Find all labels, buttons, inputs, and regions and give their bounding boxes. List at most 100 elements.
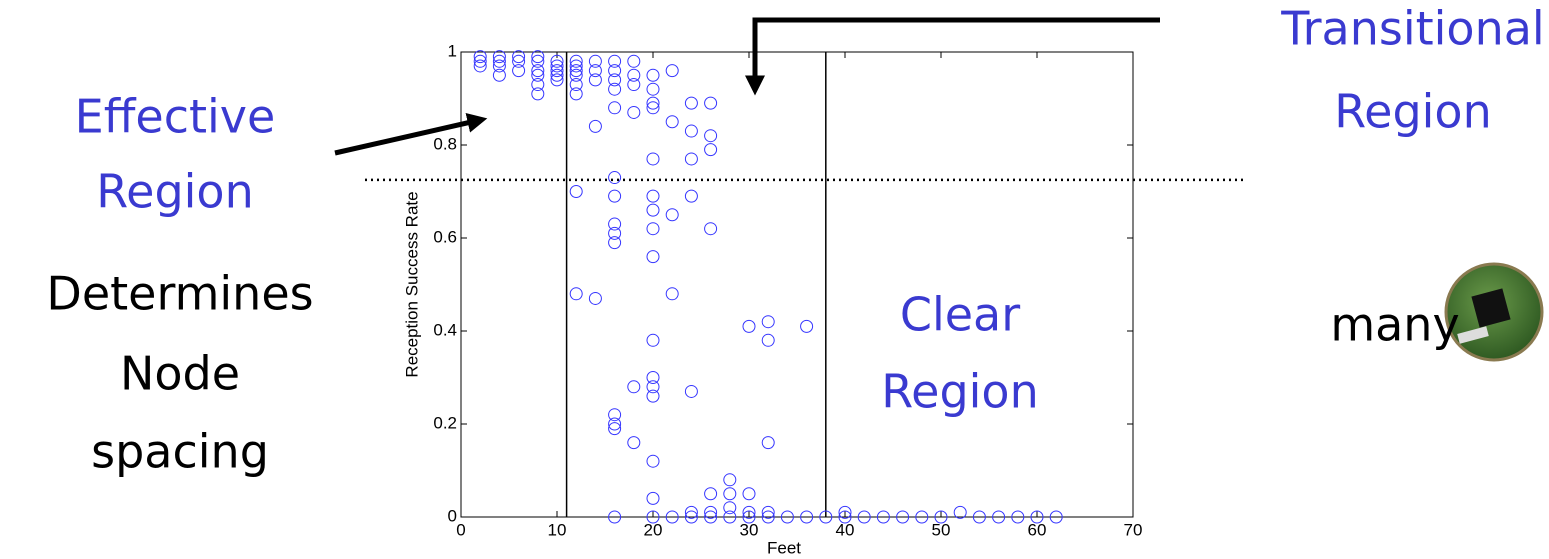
point — [1011, 510, 1025, 524]
point — [742, 319, 756, 333]
point — [569, 287, 583, 301]
annotation-determines: Node — [120, 347, 240, 401]
point — [588, 119, 602, 133]
point — [588, 54, 602, 68]
annotation-many: many — [1330, 298, 1459, 352]
point — [550, 54, 564, 68]
mote-icon — [1444, 262, 1544, 362]
point — [646, 96, 660, 110]
point — [627, 68, 641, 82]
x-tick-label: 50 — [932, 520, 951, 539]
point — [608, 82, 622, 96]
y-tick-label: 0 — [448, 506, 457, 525]
point — [492, 59, 506, 73]
point — [646, 222, 660, 236]
point — [627, 105, 641, 119]
point — [473, 59, 487, 73]
point — [742, 505, 756, 519]
y-tick-label: 0.8 — [433, 134, 457, 153]
point — [1030, 510, 1044, 524]
point — [646, 510, 660, 524]
point — [761, 505, 775, 519]
point — [684, 510, 698, 524]
annotation-clear: Clear — [900, 288, 1020, 342]
point — [588, 64, 602, 78]
point — [684, 152, 698, 166]
point — [857, 510, 871, 524]
point — [646, 371, 660, 384]
point — [627, 380, 641, 394]
point — [704, 487, 718, 501]
point — [531, 87, 545, 101]
transitional-arrow — [745, 17, 1160, 96]
point — [742, 510, 756, 524]
point — [684, 96, 698, 110]
point — [838, 505, 852, 519]
point — [531, 78, 545, 92]
point — [646, 152, 660, 166]
point — [512, 54, 526, 68]
point — [608, 73, 622, 87]
y-tick-label: 0.2 — [433, 413, 457, 432]
point — [531, 68, 545, 82]
point — [819, 510, 833, 524]
point — [723, 501, 737, 515]
x-tick-label: 30 — [740, 520, 759, 539]
x-axis-label: Feet — [767, 538, 801, 557]
point — [550, 73, 564, 87]
point — [608, 408, 622, 422]
annotation-effective: Region — [96, 165, 253, 219]
point — [704, 143, 718, 157]
point — [896, 510, 910, 524]
point — [646, 101, 660, 115]
point — [646, 380, 660, 394]
annotation-determines: spacing — [91, 425, 269, 479]
point — [684, 189, 698, 203]
point — [665, 115, 679, 129]
point — [704, 510, 718, 524]
x-tick-label: 0 — [456, 520, 465, 539]
point — [608, 101, 622, 115]
point — [704, 222, 718, 236]
point — [915, 510, 929, 524]
point — [646, 68, 660, 82]
point — [665, 64, 679, 78]
point — [704, 505, 718, 519]
annotation-transitional: Region — [1334, 85, 1491, 139]
point — [800, 319, 814, 333]
point — [608, 422, 622, 436]
point — [646, 491, 660, 505]
point — [569, 78, 583, 92]
point — [646, 203, 660, 217]
x-tick-label: 70 — [1124, 520, 1143, 539]
point — [473, 50, 487, 64]
x-tick-label: 10 — [548, 520, 567, 539]
point — [608, 417, 622, 431]
effective-arrow — [334, 113, 488, 156]
point — [492, 68, 506, 82]
point — [704, 129, 718, 143]
point — [646, 389, 660, 403]
point — [972, 510, 986, 524]
point — [665, 208, 679, 222]
point — [761, 315, 775, 329]
point — [608, 217, 622, 231]
point — [646, 250, 660, 264]
point — [531, 64, 545, 78]
point — [588, 73, 602, 87]
point — [992, 510, 1006, 524]
point — [608, 510, 622, 524]
x-tick-label: 60 — [1028, 520, 1047, 539]
point — [608, 171, 622, 185]
x-tick-label: 20 — [644, 520, 663, 539]
point — [1049, 510, 1063, 524]
annotation-clear: Region — [881, 365, 1038, 419]
point — [569, 54, 583, 68]
y-axis-label: Reception Success Rate — [402, 191, 421, 377]
point — [953, 505, 967, 519]
point — [550, 68, 564, 82]
point — [723, 510, 737, 524]
point — [876, 510, 890, 524]
